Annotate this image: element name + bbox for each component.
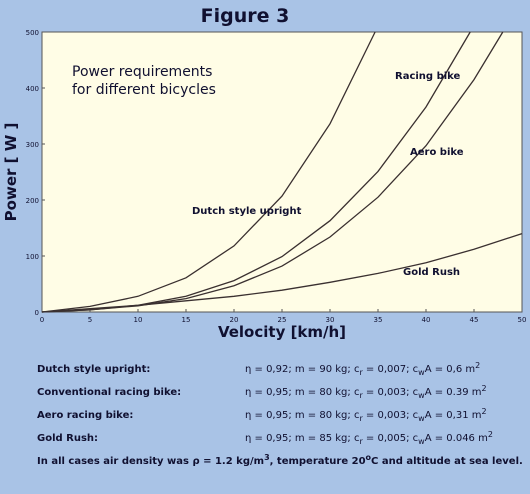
- formula: η = 0,92; m = 90 kg; cr = 0,007; cwA = 0…: [245, 361, 480, 377]
- x-tick-label: 15: [182, 316, 191, 324]
- text-part: In all cases air density was ρ = 1.2 kg/…: [37, 456, 264, 467]
- text-part: = 0,007; c: [363, 364, 418, 375]
- formula: In all cases air density was ρ = 1.2 kg/…: [37, 453, 523, 467]
- superscript: 3: [264, 453, 270, 462]
- subscript: r: [359, 437, 363, 446]
- annotation: Dutch style upright: [192, 206, 302, 217]
- x-tick-label: 10: [134, 316, 143, 324]
- x-tick-label: 0: [40, 316, 44, 324]
- formula: η = 0,95; m = 80 kg; cr = 0,003; cwA = 0…: [245, 407, 487, 423]
- annotation: Aero bike: [410, 147, 464, 158]
- formula: η = 0,95; m = 85 kg; cr = 0,005; cwA = 0…: [245, 430, 493, 446]
- series-line: [41, 232, 523, 313]
- x-tick-label: 20: [230, 316, 239, 324]
- subscript: w: [418, 437, 425, 446]
- superscript: 2: [481, 407, 486, 416]
- chart-title: Figure 3: [201, 5, 290, 27]
- x-tick-label: 40: [422, 316, 431, 324]
- text-part: C and altitude at sea level.: [371, 456, 523, 467]
- x-tick-label: 30: [326, 316, 335, 324]
- y-tick-label: 500: [26, 29, 39, 37]
- subscript: w: [418, 414, 425, 423]
- parameter-label: Dutch style upright:: [37, 364, 150, 375]
- annotation: for different bicycles: [72, 82, 216, 98]
- text-part: A = 0.046 m: [425, 433, 488, 444]
- parameter-label: Conventional racing bike:: [37, 387, 181, 398]
- subscript: w: [418, 391, 425, 400]
- series-line: [41, 31, 376, 313]
- text-part: A = 0,31 m: [425, 410, 482, 421]
- y-tick-label: 200: [26, 197, 39, 205]
- formula: η = 0,95; m = 80 kg; cr = 0,003; cwA = 0…: [245, 384, 487, 400]
- x-tick-label: 35: [374, 316, 383, 324]
- text-part: = 0,003; c: [363, 387, 418, 398]
- x-tick-label: 45: [470, 316, 479, 324]
- parameter-label: Aero racing bike:: [37, 410, 133, 421]
- parameter-label: Gold Rush:: [37, 433, 98, 444]
- x-tick-label: 25: [278, 316, 287, 324]
- text-part: = 0,005; c: [363, 433, 418, 444]
- annotation: Gold Rush: [403, 267, 460, 278]
- superscript: 2: [481, 384, 486, 393]
- text-part: η = 0,95; m = 80 kg; c: [245, 410, 359, 421]
- y-axis-label: Power [ W ]: [2, 123, 20, 222]
- annotation: Racing bike: [395, 71, 461, 82]
- text-part: = 0,003; c: [363, 410, 418, 421]
- y-tick-label: 0: [35, 309, 39, 317]
- subscript: r: [359, 391, 363, 400]
- subscript: r: [359, 414, 363, 423]
- x-axis-label: Velocity [km/h]: [218, 323, 346, 341]
- y-tick-label: 100: [26, 253, 39, 261]
- superscript: 2: [475, 361, 480, 370]
- superscript: 2: [488, 430, 493, 439]
- text-part: , temperature 20: [270, 456, 366, 467]
- series-line: [41, 31, 504, 313]
- text-part: A = 0.39 m: [425, 387, 482, 398]
- text-part: η = 0,95; m = 85 kg; c: [245, 433, 359, 444]
- subscript: w: [418, 368, 425, 377]
- text-part: η = 0,92; m = 90 kg; c: [245, 364, 359, 375]
- y-tick-label: 400: [26, 85, 39, 93]
- subscript: r: [359, 368, 363, 377]
- y-tick-label: 300: [26, 141, 39, 149]
- text-part: η = 0,95; m = 80 kg; c: [245, 387, 359, 398]
- annotation: Power requirements: [72, 64, 212, 80]
- x-tick-label: 5: [88, 316, 92, 324]
- text-part: A = 0,6 m: [425, 364, 475, 375]
- superscript: o: [366, 453, 372, 462]
- x-tick-label: 50: [518, 316, 527, 324]
